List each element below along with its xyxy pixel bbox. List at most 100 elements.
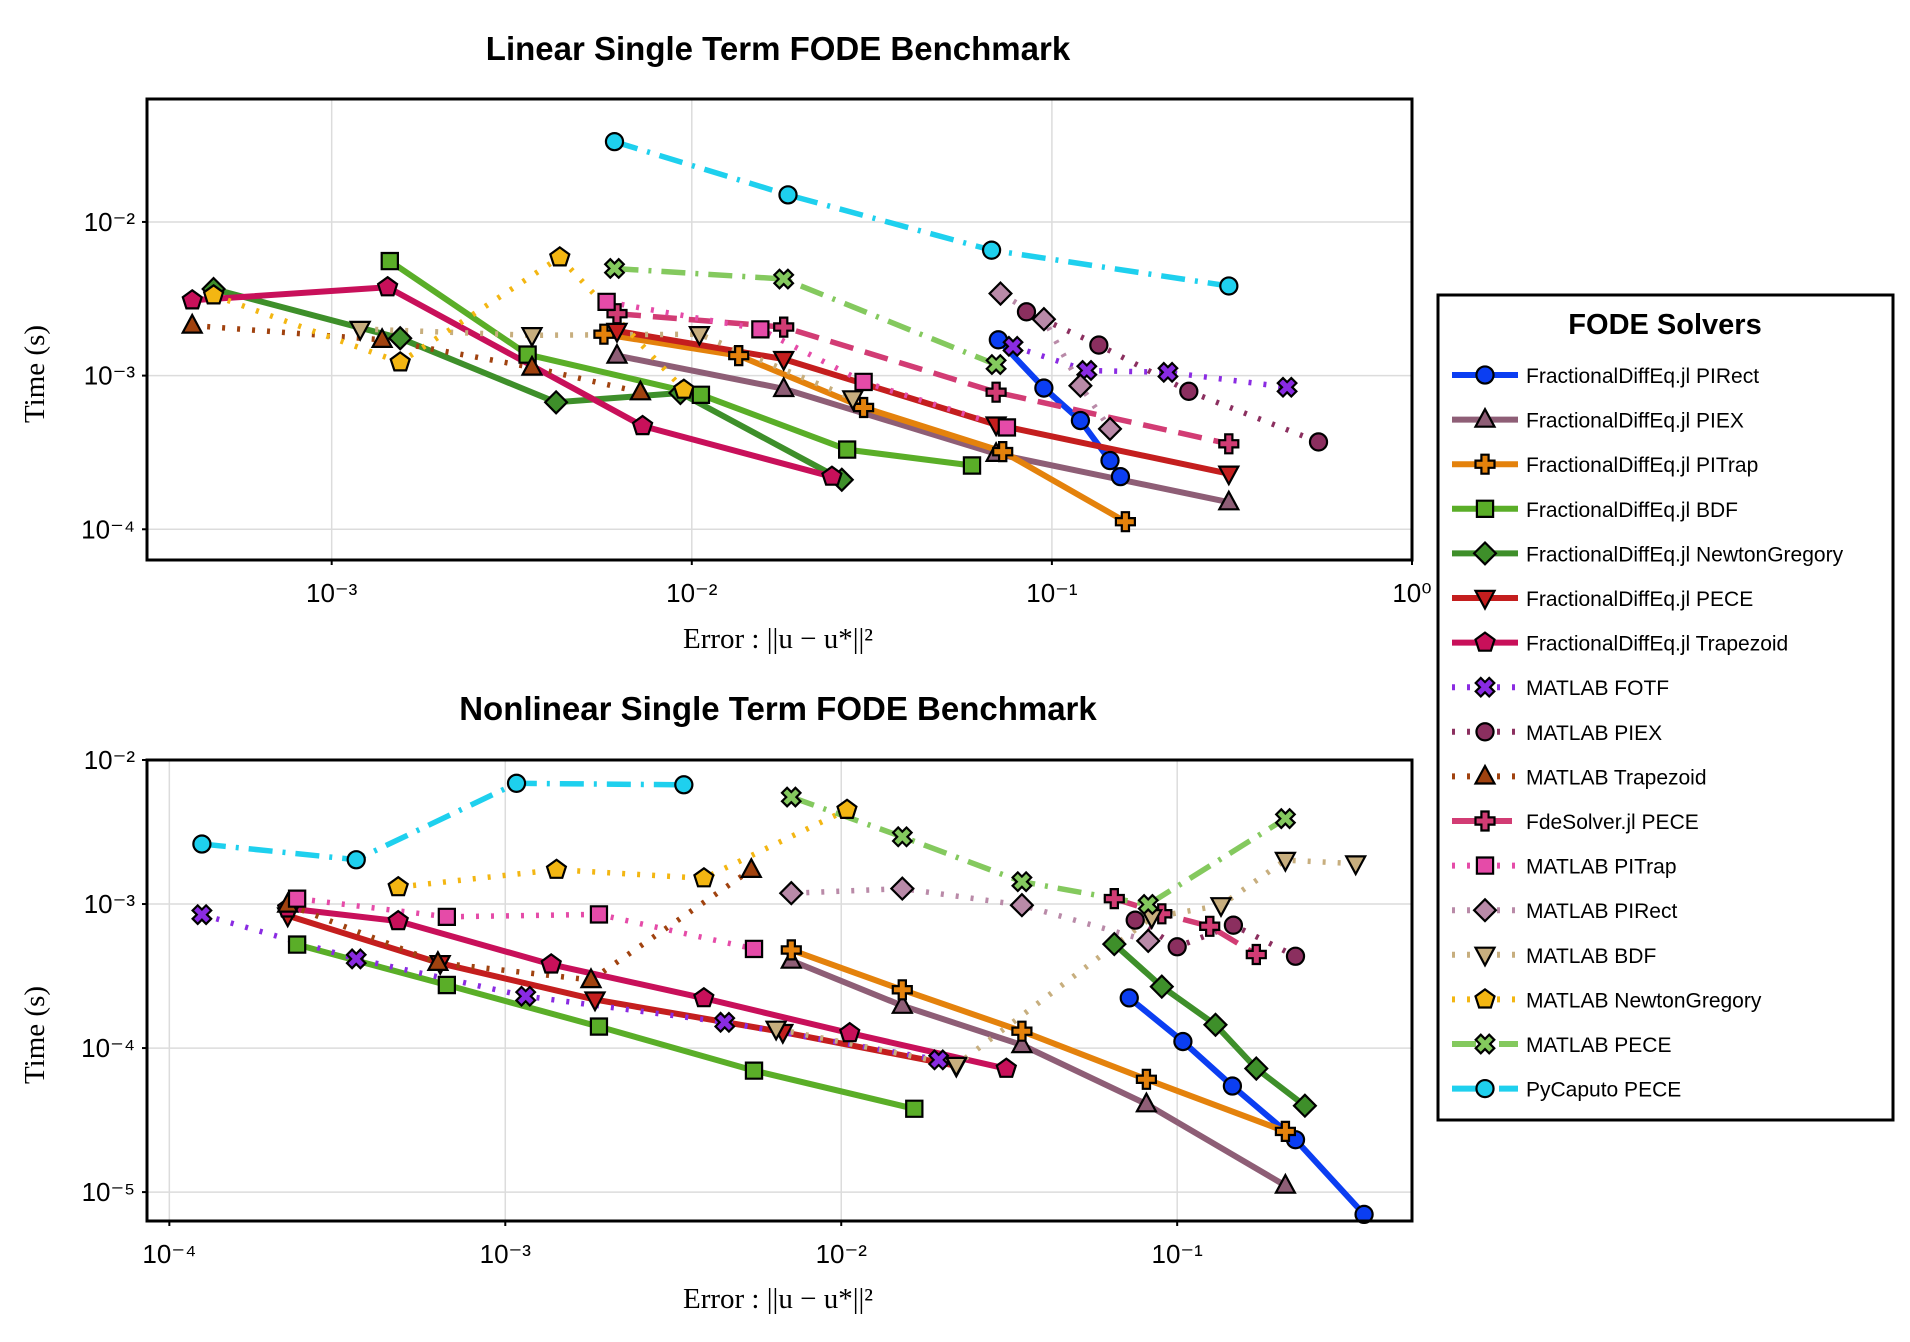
legend-label: MATLAB PIRect bbox=[1526, 900, 1677, 923]
legend-label: MATLAB PIEX bbox=[1526, 722, 1662, 745]
data-point-M_Trapezoid bbox=[629, 379, 652, 401]
data-point-FDE_BDF bbox=[744, 1061, 764, 1080]
y-tick-label: 10⁻² bbox=[84, 207, 136, 237]
data-point-Py_PECE bbox=[778, 185, 798, 205]
data-point-FDE_PIRect bbox=[1222, 1076, 1243, 1096]
y-tick-label: 10⁻³ bbox=[84, 361, 136, 391]
legend-label: MATLAB Trapezoid bbox=[1526, 766, 1707, 789]
data-point-FDE_Trapezoid bbox=[631, 414, 654, 436]
data-point-Py_PECE bbox=[346, 850, 366, 870]
x-axis-label: Error : ||u − u*||² bbox=[683, 1283, 873, 1315]
legend-entry-M_Trapezoid: MATLAB Trapezoid bbox=[1452, 763, 1707, 789]
data-point-M_PIRect bbox=[889, 876, 915, 902]
data-point-FDE_Trapezoid bbox=[181, 288, 203, 310]
legend-marker bbox=[1475, 856, 1495, 875]
x-tick-label: 10⁻¹ bbox=[1026, 578, 1078, 608]
data-point-FDE_PIEX bbox=[890, 992, 914, 1014]
legend-label: MATLAB PITrap bbox=[1526, 856, 1677, 879]
data-point-FDE_Trapezoid bbox=[693, 986, 715, 1008]
data-point-FDE_PIRect bbox=[988, 330, 1008, 350]
x-tick-label: 10⁻³ bbox=[480, 1239, 532, 1269]
data-point-FDE_Trapezoid bbox=[995, 1057, 1018, 1078]
data-point-M_Trapezoid bbox=[579, 967, 603, 989]
data-point-M_BDF bbox=[944, 1056, 968, 1078]
data-point-M_PITrap bbox=[597, 292, 616, 311]
data-point-FDE_BDF bbox=[380, 251, 399, 271]
plot-linear: Linear Single Term FODE Benchmark Error … bbox=[19, 30, 1432, 655]
data-point-FDE_PECE bbox=[583, 991, 607, 1013]
data-point-FDE_BDF bbox=[691, 385, 711, 404]
data-point-Fde_PECE bbox=[773, 316, 795, 338]
legend-marker bbox=[1473, 946, 1497, 968]
data-point-FDE_Trapezoid bbox=[376, 275, 399, 297]
data-point-M_Trapezoid bbox=[370, 327, 394, 348]
data-point-M_FOTF bbox=[191, 903, 213, 926]
data-point-M_PIEX bbox=[1089, 335, 1109, 355]
data-point-FDE_BDF bbox=[962, 456, 982, 475]
data-point-FDE_NewtonGregory bbox=[543, 389, 569, 415]
legend-marker bbox=[1475, 365, 1495, 385]
plot-area bbox=[147, 760, 1412, 1221]
data-point-M_PIRect bbox=[1097, 416, 1123, 442]
data-point-FDE_NewtonGregory bbox=[1292, 1093, 1318, 1119]
data-point-M_PIEX bbox=[1308, 432, 1329, 452]
x-tick-label: 10⁻² bbox=[666, 578, 718, 608]
data-point-M_BDF bbox=[764, 1020, 788, 1042]
data-point-FDE_PITrap bbox=[992, 441, 1014, 463]
data-point-M_PECE bbox=[1137, 893, 1160, 916]
data-point-M_PIRect bbox=[1009, 892, 1035, 918]
legend-entry-M_FOTF: MATLAB FOTF bbox=[1452, 676, 1669, 700]
data-point-FDE_BDF bbox=[589, 1017, 609, 1036]
data-point-Fde_PECE bbox=[1199, 915, 1221, 937]
data-point-M_PECE bbox=[985, 353, 1007, 376]
legend-label: MATLAB BDF bbox=[1526, 945, 1656, 968]
legend-entry-M_NewtonGregory: MATLAB NewtonGregory bbox=[1452, 988, 1762, 1012]
y-tick-label: 10⁻² bbox=[84, 745, 136, 775]
data-point-M_PITrap bbox=[751, 320, 770, 339]
data-point-M_FOTF bbox=[514, 985, 537, 1008]
data-point-Fde_PECE bbox=[985, 381, 1007, 403]
data-point-M_PIEX bbox=[1125, 910, 1145, 930]
data-point-FDE_BDF bbox=[905, 1099, 924, 1118]
data-point-M_PECE bbox=[1274, 807, 1297, 830]
data-point-M_Trapezoid bbox=[739, 856, 763, 878]
data-point-M_PIEX bbox=[1223, 915, 1244, 935]
data-point-FDE_PITrap bbox=[728, 345, 750, 367]
legend-label: FractionalDiffEq.jl Trapezoid bbox=[1526, 633, 1788, 656]
data-point-M_FOTF bbox=[927, 1049, 950, 1071]
data-point-M_PIRect bbox=[1067, 373, 1093, 399]
data-point-M_PECE bbox=[891, 825, 914, 848]
data-point-FDE_Trapezoid bbox=[540, 953, 562, 974]
data-point-M_BDF bbox=[688, 326, 711, 347]
legend-label: MATLAB PECE bbox=[1526, 1034, 1671, 1057]
data-point-M_Trapezoid bbox=[180, 312, 204, 334]
y-tick-label: 10⁻⁴ bbox=[81, 514, 135, 544]
legend-marker bbox=[1472, 540, 1498, 566]
data-point-M_BDF bbox=[1274, 851, 1297, 873]
data-point-FDE_PIEX bbox=[1274, 1172, 1297, 1194]
data-point-M_Trapezoid bbox=[426, 949, 450, 971]
x-tick-label: 10⁻² bbox=[816, 1239, 868, 1269]
legend-label: FractionalDiffEq.jl NewtonGregory bbox=[1526, 543, 1844, 566]
data-point-M_PECE bbox=[780, 786, 803, 808]
series-line-Fde_PECE bbox=[616, 310, 1230, 447]
legend-marker bbox=[1473, 406, 1497, 428]
data-point-FDE_PIRect bbox=[1034, 378, 1054, 398]
series-line-Py_PECE bbox=[613, 139, 1230, 289]
data-point-Py_PECE bbox=[506, 773, 527, 793]
data-point-M_PITrap bbox=[744, 939, 764, 959]
legend-entry-M_PIEX: MATLAB PIEX bbox=[1452, 722, 1662, 745]
legend-marker bbox=[1475, 499, 1495, 518]
data-point-M_FOTF bbox=[1002, 335, 1024, 358]
data-point-M_PITrap bbox=[854, 372, 873, 392]
data-point-M_BDF bbox=[520, 327, 544, 349]
legend-label: MATLAB FOTF bbox=[1526, 677, 1669, 700]
plot-nonlinear: Nonlinear Single Term FODE Benchmark Err… bbox=[19, 690, 1414, 1315]
data-point-M_BDF bbox=[841, 390, 865, 412]
data-point-FDE_PIRect bbox=[1070, 410, 1091, 431]
data-point-FDE_PITrap bbox=[1011, 1020, 1033, 1042]
series-line-Fde_PECE bbox=[1113, 895, 1258, 957]
legend-entry-M_BDF: MATLAB BDF bbox=[1452, 945, 1656, 968]
legend-entry-FDE_BDF: FractionalDiffEq.jl BDF bbox=[1452, 499, 1738, 522]
data-point-FDE_Trapezoid bbox=[387, 909, 409, 931]
